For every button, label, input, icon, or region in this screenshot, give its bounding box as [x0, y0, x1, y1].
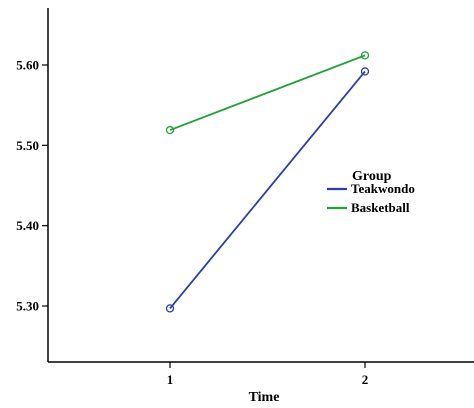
legend-label-teakwondo: Teakwondo [351, 181, 415, 196]
x-tick-label: 1 [167, 372, 174, 387]
axes [47, 8, 474, 363]
y-tick-label: 5.40 [16, 218, 39, 233]
legend-label-basketball: Basketball [351, 200, 410, 215]
series-layer [165, 51, 370, 313]
y-ticks: 5.30 5.40 5.50 5.60 [16, 58, 48, 314]
legend-items: Teakwondo Basketball [327, 181, 415, 215]
data-point-basketball [360, 51, 370, 60]
x-tick-label: 2 [362, 372, 369, 387]
series-line-teakwondo [169, 70, 366, 309]
series-line-basketball [169, 54, 366, 131]
legend: Group Teakwondo Basketball [327, 169, 415, 215]
x-axis-title: Time [249, 390, 280, 405]
y-tick-label: 5.50 [16, 138, 39, 153]
y-tick-label: 5.30 [16, 299, 39, 314]
legend-title: Group [352, 169, 392, 184]
data-point-basketball [165, 125, 175, 135]
data-point-teakwondo [360, 67, 370, 76]
data-point-teakwondo [165, 304, 175, 313]
y-tick-label: 5.60 [16, 58, 39, 73]
